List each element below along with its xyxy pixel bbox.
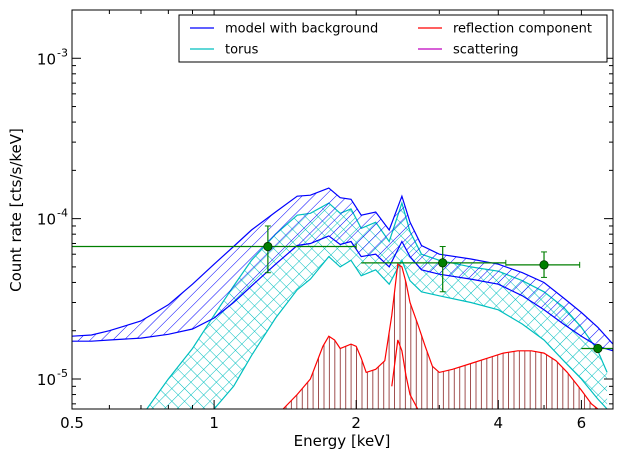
plot-frame (71, 9, 614, 410)
x-tick-label: 2 (351, 414, 361, 432)
y-tick-exponent: -3 (57, 46, 68, 59)
x-tick-label: 1 (209, 414, 219, 432)
data-point-marker (263, 241, 273, 252)
legend-label: torus (225, 43, 259, 58)
y-axis-label: Count rate [cts/s/keV] (7, 128, 25, 292)
series-model-with-background-band (72, 188, 613, 351)
axis-ticks: 0.5 1 2 4 610-510-410-3 (37, 9, 614, 432)
data-points (72, 225, 613, 354)
series-torus-lower (213, 255, 608, 409)
series-reflection-component-upper (282, 263, 599, 409)
data-point-4 (581, 343, 613, 354)
data-point-2 (361, 246, 507, 293)
y-tick-label: 10 (37, 211, 56, 229)
x-tick-label: 6 (577, 414, 587, 432)
legend-box (178, 14, 608, 63)
legend-entry-scattering: scattering (418, 43, 519, 58)
data-point-marker (539, 260, 549, 270)
x-tick-label: 0.5 (60, 414, 84, 432)
legend-label: scattering (453, 43, 519, 58)
data-point-3 (505, 251, 581, 278)
y-tick-label: 10 (37, 50, 56, 68)
data-point-marker (438, 258, 448, 268)
series-reflection-component-lower (391, 339, 419, 409)
legend-entry-torus: torus (190, 43, 259, 58)
legend-entry-model-with-background: model with background (190, 22, 378, 37)
x-axis-label: Energy [keV] (294, 432, 391, 450)
y-tick-exponent: -4 (57, 207, 68, 220)
data-point-1 (72, 225, 357, 274)
x-tick-label: 4 (494, 414, 504, 432)
legend-entry-reflection-component: reflection component (418, 22, 592, 37)
y-tick-label: 10 (37, 371, 56, 389)
data-point-marker (593, 343, 603, 354)
legend-label: model with background (225, 22, 378, 37)
legend: model with background reflection componen… (178, 14, 608, 63)
series-model-with-background-upper (72, 187, 613, 345)
legend-label: reflection component (453, 22, 592, 37)
y-tick-exponent: -5 (57, 367, 68, 380)
plot-series (72, 187, 613, 409)
